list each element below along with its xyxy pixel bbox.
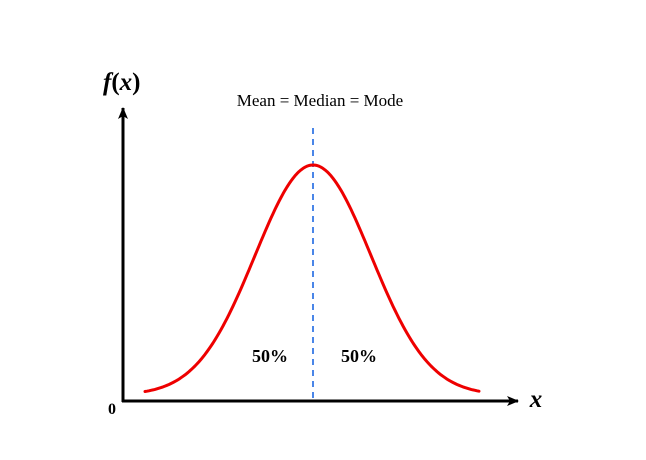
right-area-label: 50% [341,346,377,366]
center-label: Mean = Median = Mode [237,91,403,110]
y-axis-label-close-paren: ) [132,69,140,96]
y-axis-label: f(x) [103,69,140,96]
left-area-label: 50% [252,346,288,366]
origin-label: 0 [108,401,116,418]
y-axis-label-f: f [103,69,114,96]
y-axis-label-x: x [119,69,133,96]
x-axis-label: x [529,386,543,413]
bell-curve [143,163,481,393]
y-axis-label-open-paren: ( [111,69,119,96]
